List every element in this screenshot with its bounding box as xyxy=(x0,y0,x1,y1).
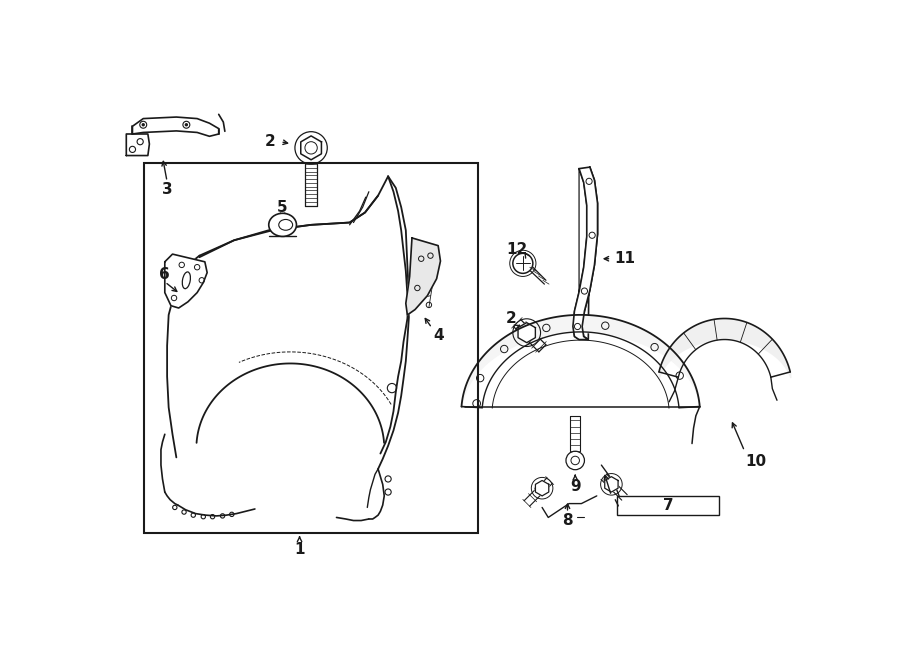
Text: 2: 2 xyxy=(265,134,275,149)
Bar xyxy=(144,163,478,533)
Text: 10: 10 xyxy=(745,453,766,469)
Text: 5: 5 xyxy=(277,200,288,215)
Polygon shape xyxy=(165,254,207,308)
Bar xyxy=(616,496,719,515)
Text: 2: 2 xyxy=(506,311,517,327)
Text: 7: 7 xyxy=(662,498,673,513)
Polygon shape xyxy=(605,477,618,492)
Text: 3: 3 xyxy=(162,182,173,197)
Text: 6: 6 xyxy=(159,266,170,282)
Polygon shape xyxy=(536,481,549,496)
Text: 9: 9 xyxy=(570,479,580,494)
Polygon shape xyxy=(301,136,321,160)
Text: 8: 8 xyxy=(562,513,572,528)
Text: 1: 1 xyxy=(294,542,305,557)
Circle shape xyxy=(184,123,188,126)
Polygon shape xyxy=(406,238,440,315)
Text: 12: 12 xyxy=(506,242,527,257)
Text: 4: 4 xyxy=(433,329,444,343)
Polygon shape xyxy=(573,167,598,340)
Ellipse shape xyxy=(269,214,296,237)
Circle shape xyxy=(141,123,145,126)
Polygon shape xyxy=(518,323,536,342)
Text: 11: 11 xyxy=(614,251,635,266)
